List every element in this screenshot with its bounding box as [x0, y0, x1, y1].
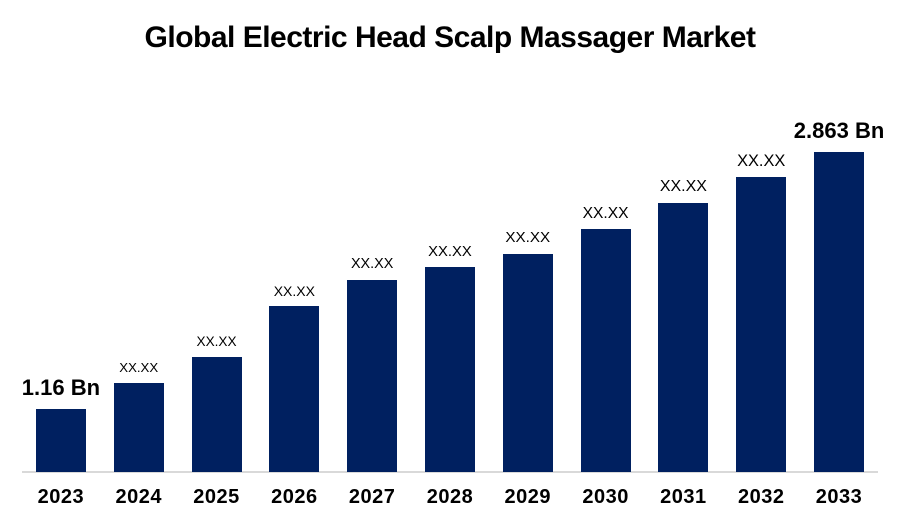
x-axis-label: 2024	[115, 486, 162, 508]
bar-column-2027: XX.XX	[333, 256, 411, 472]
x-axis-label: 2027	[348, 486, 396, 508]
bar-value-label: XX.XX	[196, 334, 237, 350]
bar-value-label: XX.XX	[428, 243, 472, 260]
bar	[347, 280, 398, 472]
bar-column-2030: XX.XX	[567, 205, 645, 472]
x-axis-label: 2026	[271, 486, 318, 508]
bar-value-label: XX.XX	[273, 282, 315, 299]
x-axis-label: 2031	[660, 486, 707, 508]
bar-value-label: XX.XX	[582, 204, 629, 222]
bar-value-label: XX.XX	[119, 360, 159, 376]
bar	[502, 254, 553, 472]
x-axis-label: 2029	[504, 486, 552, 508]
bar	[736, 177, 787, 472]
bars-container: 1.16 Bn XX.XX XX.XX XX.XX XX.XX XX.XX XX.XX XX.…	[21, 0, 884, 472]
x-axis-label: 2023	[37, 486, 85, 508]
bar-column-2033: 2.863 Bn	[794, 118, 884, 472]
bar-value-label: XX.XX	[737, 151, 786, 170]
bar-column-2032: XX.XX	[722, 152, 800, 472]
bar-value-label: 2.863 Bn	[793, 117, 885, 143]
x-axis-labels: 2023 2024 2025 2026 2027 2028 2029 2030 2031 2032…	[22, 486, 878, 509]
x-axis-label: 2028	[426, 486, 474, 508]
bar-column-2028: XX.XX	[411, 244, 489, 472]
x-axis-label: 2025	[193, 486, 240, 508]
bar-column-2024: XX.XX	[100, 361, 178, 472]
bar-value-label: XX.XX	[659, 178, 707, 196]
bar	[269, 306, 320, 472]
bar	[580, 229, 631, 472]
bar-value-label: XX.XX	[505, 229, 551, 247]
x-axis-label: 2030	[582, 486, 629, 508]
plot-area: 1.16 Bn XX.XX XX.XX XX.XX XX.XX XX.XX XX.XX XX.…	[21, 0, 884, 473]
bar	[424, 267, 475, 472]
x-axis-line	[22, 471, 878, 473]
bar	[35, 409, 86, 472]
bar-value-label: XX.XX	[350, 256, 394, 273]
chart-title: Global Electric Head Scalp Massager Mark…	[144, 21, 756, 54]
bar	[113, 383, 164, 472]
bar	[658, 203, 709, 472]
bar-column-2026: XX.XX	[255, 282, 333, 472]
bar-column-2029: XX.XX	[489, 230, 567, 472]
bar-column-2023: 1.16 Bn	[21, 374, 101, 472]
bar-column-2031: XX.XX	[645, 178, 723, 472]
bar-value-label: 1.16 Bn	[21, 374, 101, 400]
bar	[191, 357, 242, 472]
x-axis-label: 2033	[815, 486, 863, 508]
x-axis-label: 2032	[737, 486, 785, 508]
bar	[814, 152, 865, 472]
bar-column-2025: XX.XX	[178, 334, 256, 472]
